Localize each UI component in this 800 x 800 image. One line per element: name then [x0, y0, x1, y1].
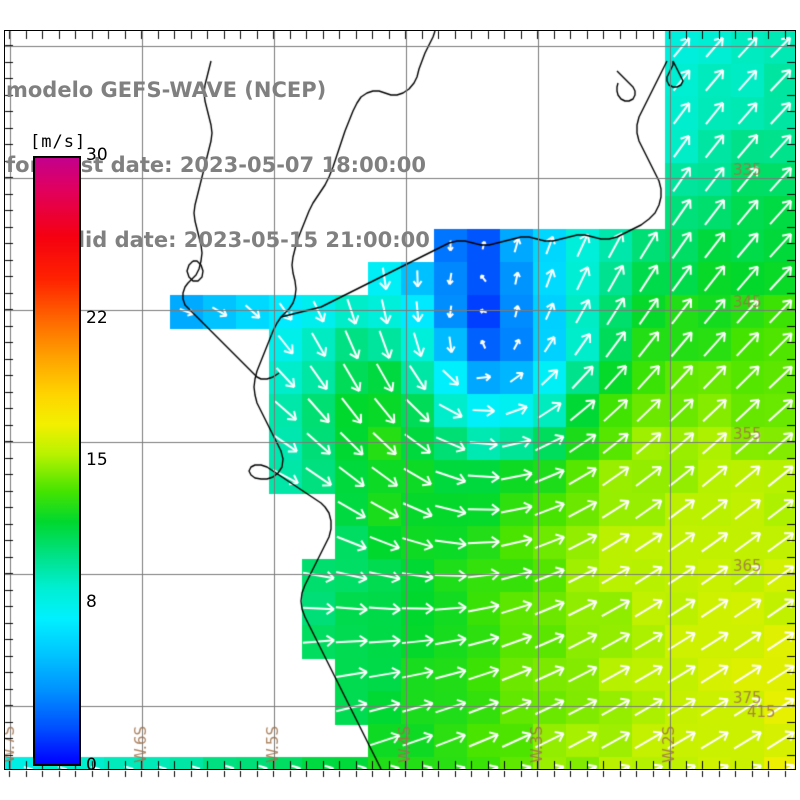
colorbar-tick-15: 15 [86, 450, 108, 470]
colorbar-tick-8: 8 [86, 592, 97, 613]
colorbar-gradient [33, 156, 81, 766]
colorbar[interactable] [33, 156, 81, 766]
colorbar-unit-label: [m/s] [30, 132, 87, 152]
colorbar-tick-22: 22 [86, 307, 108, 328]
colorbar-tick-30: 30 [86, 145, 108, 165]
colorbar-tick-0: 0 [86, 755, 97, 775]
